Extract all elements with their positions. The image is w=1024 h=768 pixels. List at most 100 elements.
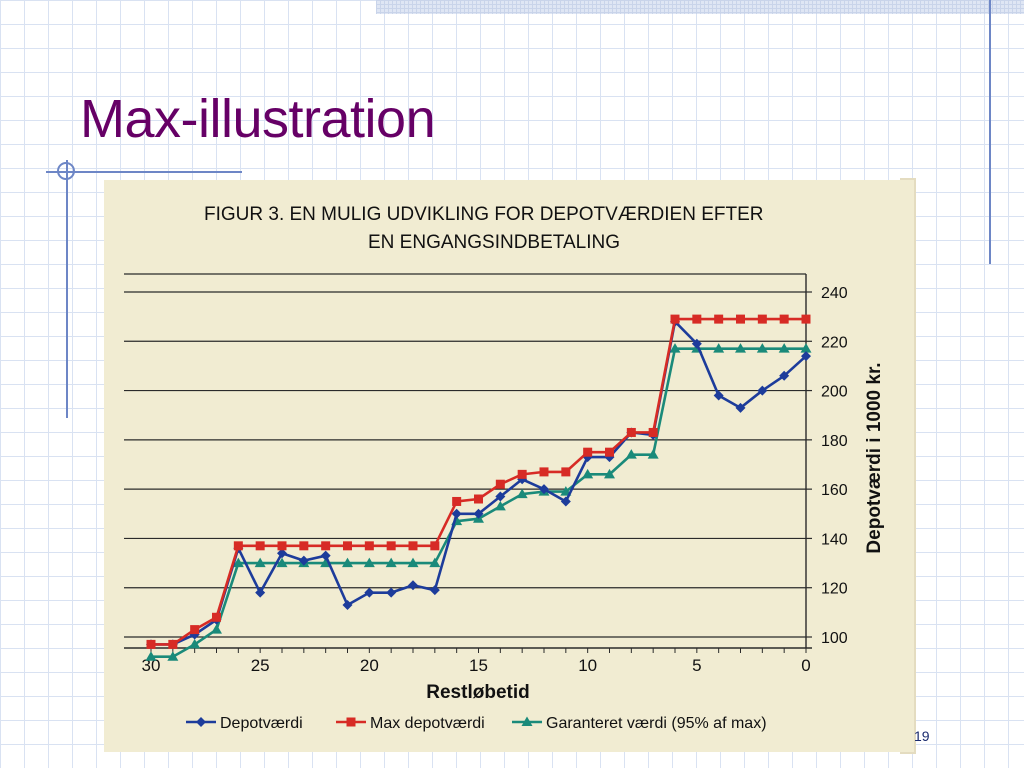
data-point-0: [757, 385, 768, 396]
legend-label: Garanteret værdi (95% af max): [546, 715, 767, 732]
chart-grid: [124, 273, 806, 638]
data-point-0: [298, 555, 309, 566]
data-point-1: [386, 541, 396, 551]
legend-label: Depotværdi: [220, 715, 303, 732]
data-point-1: [190, 625, 200, 635]
data-point-1: [452, 496, 462, 506]
x-tick-label: 5: [692, 656, 701, 675]
data-point-0: [495, 491, 506, 502]
data-point-1: [736, 314, 745, 324]
data-point-1: [517, 469, 527, 479]
data-point-2: [189, 638, 201, 649]
data-point-2: [167, 651, 179, 661]
page-number: 19: [914, 728, 930, 744]
y-tick-label: 240: [821, 285, 848, 302]
data-point-0: [691, 338, 702, 349]
data-point-1: [233, 541, 243, 551]
data-point-1: [343, 541, 352, 551]
data-point-2: [647, 449, 659, 459]
legend-swatch-marker: [346, 717, 356, 727]
data-point-2: [385, 557, 397, 568]
chart-series: [145, 314, 812, 661]
decorative-header-band: [376, 0, 1024, 14]
figure-scan: [104, 180, 914, 752]
data-point-1: [605, 447, 614, 457]
data-point-0: [255, 587, 266, 598]
data-point-0: [320, 550, 331, 561]
data-point-2: [669, 343, 681, 353]
data-point-2: [582, 468, 594, 479]
data-point-0: [713, 390, 724, 401]
data-point-1: [408, 541, 418, 551]
data-point-1: [561, 467, 571, 477]
data-point-2: [407, 557, 419, 568]
data-point-0: [386, 587, 397, 598]
x-axis-label: Restløbetid: [426, 682, 529, 703]
y-tick-label: 160: [821, 482, 848, 499]
decorative-horizontal-line: [46, 171, 242, 173]
data-point-0: [429, 585, 440, 596]
data-point-2: [713, 343, 725, 353]
data-point-0: [801, 351, 811, 362]
y-axis-label: Depotværdi i 1000 kr.: [864, 362, 885, 553]
y-tick-label: 100: [821, 630, 848, 647]
decorative-circle-icon: [57, 162, 75, 180]
legend-swatch-marker: [521, 716, 533, 726]
data-point-1: [321, 541, 331, 551]
data-point-1: [277, 541, 287, 551]
data-point-0: [342, 599, 353, 610]
data-point-1: [364, 541, 374, 551]
figure-title-line2: EN ENGANGSINDBETALING: [368, 232, 620, 253]
data-point-2: [232, 557, 244, 568]
data-point-0: [560, 496, 571, 507]
data-point-0: [364, 587, 375, 598]
data-point-0: [451, 508, 462, 519]
data-point-1: [255, 541, 265, 551]
data-point-1: [801, 314, 811, 324]
data-point-1: [539, 467, 549, 477]
series-line-0: [151, 320, 807, 646]
data-point-1: [168, 639, 178, 649]
x-tick-label: 15: [469, 656, 488, 675]
data-point-2: [145, 651, 157, 661]
data-point-0: [277, 548, 287, 559]
data-point-1: [212, 612, 221, 622]
chart-legend: Depotværdi Max depotværdi Garanteret værdi…: [186, 715, 767, 732]
decorative-vertical-line-right: [989, 0, 991, 264]
x-tick-label: 25: [251, 656, 270, 675]
data-point-1: [430, 541, 440, 551]
data-point-2: [604, 468, 615, 479]
data-point-2: [429, 557, 441, 568]
data-point-2: [211, 624, 222, 634]
data-point-0: [539, 484, 549, 495]
data-point-2: [363, 557, 375, 568]
data-point-1: [299, 541, 309, 551]
data-point-1: [146, 639, 156, 649]
x-tick-label: 20: [360, 656, 379, 675]
data-point-1: [648, 427, 658, 437]
data-point-0: [779, 370, 790, 381]
data-point-2: [342, 557, 353, 568]
slide-title: Max-illustration: [80, 89, 436, 149]
data-point-1: [714, 314, 724, 324]
data-point-2: [800, 343, 812, 353]
data-point-1: [583, 447, 593, 457]
chart-axes: 100 120 140 160 180 200 220 240 30 25 20 15 10 5 0: [124, 274, 848, 675]
legend-swatch-marker: [196, 717, 206, 727]
x-tick-label: 10: [578, 656, 597, 675]
data-point-2: [516, 488, 528, 499]
data-point-0: [408, 580, 418, 591]
legend-label: Max depotværdi: [370, 715, 485, 732]
data-point-2: [756, 343, 768, 353]
data-point-2: [254, 557, 266, 568]
y-tick-label: 140: [821, 531, 848, 548]
figure-title-line1: FIGUR 3. EN MULIG UDVIKLING FOR DEPOTVÆR…: [204, 204, 764, 225]
x-tick-label: 30: [142, 656, 161, 675]
y-tick-label: 180: [821, 433, 848, 450]
decorative-vertical-line-left: [66, 160, 68, 418]
data-point-2: [735, 343, 746, 353]
data-point-2: [276, 557, 288, 568]
y-tick-label: 120: [821, 581, 848, 598]
data-point-1: [626, 427, 636, 437]
